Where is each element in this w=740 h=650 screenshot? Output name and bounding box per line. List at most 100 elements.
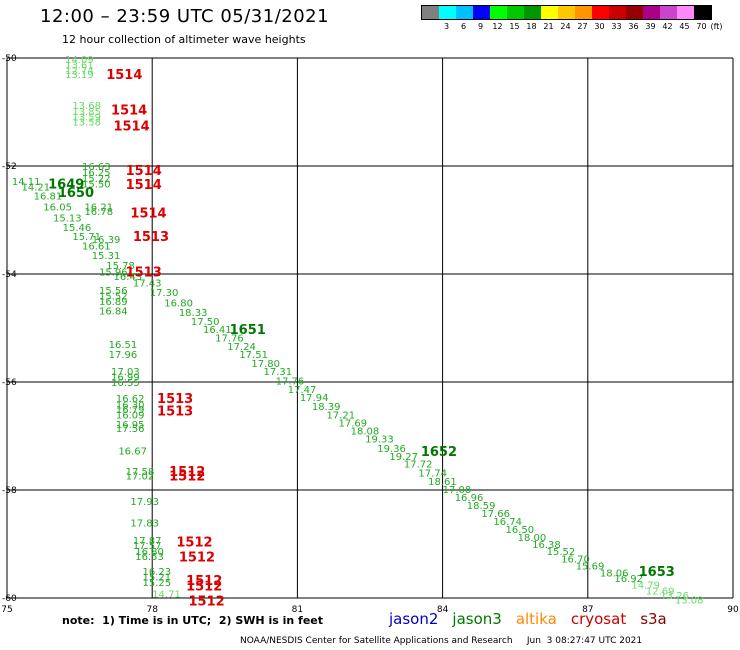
swh-value-label: 17.74 (418, 469, 447, 480)
swh-value-label: 19.27 (389, 452, 418, 463)
color-swatch (524, 6, 541, 19)
color-scale-tick: 36 (628, 22, 639, 31)
swh-value-label: 17.76 (215, 334, 244, 345)
swh-value-label: 17.03 (111, 367, 140, 378)
satellite-name: s3a (640, 610, 667, 628)
color-scale-tick: 18 (526, 22, 537, 31)
map-grid: 75 78 81 84 87 90 -50 -52 -54 -56 -58 -60 (1, 54, 739, 615)
swh-value-label: 13.26 (660, 591, 689, 602)
swh-value-label: 16.62 (116, 394, 145, 405)
swh-value-label: 17.83 (130, 518, 159, 529)
pass-time-label: 1649 (48, 177, 84, 192)
pass-time-label: 1652 (421, 445, 457, 460)
swh-value-label: 18.06 (600, 569, 629, 580)
pass-time-label: 1512 (179, 550, 215, 565)
swh-value-label: 17.87 (133, 536, 162, 547)
swh-value-label: 16.25 (82, 168, 111, 179)
swh-value-label: 15.31 (92, 251, 121, 262)
swh-value-label: 16.80 (135, 547, 164, 558)
swh-value-label: 16.74 (493, 517, 522, 528)
lon-tick-label: 90 (727, 605, 739, 615)
swh-value-label: 13.85 (72, 107, 101, 118)
color-scale-tick: 39 (645, 22, 656, 31)
swh-value-label: 12.74 (65, 66, 94, 77)
pass-time-label: 1512 (176, 535, 212, 550)
swh-value-label: 16.43 (113, 272, 142, 283)
swh-value-label: 15.22 (82, 174, 111, 185)
pass-time-label: 1512 (186, 574, 222, 589)
color-swatch (541, 6, 558, 19)
satellite-name: cryosat (570, 610, 627, 628)
swh-value-label: 16.96 (455, 493, 484, 504)
swh-value-label: 15.78 (106, 261, 135, 272)
color-scale-legend: 3 6 9 12 15 18 21 24 27 30 33 36 39 42 45 70 (ft) (421, 5, 723, 32)
swh-value-label: 18.39 (312, 402, 341, 413)
color-swatch (626, 6, 643, 19)
swh-value-label: 16.84 (99, 307, 128, 318)
swh-value-label: 16.92 (614, 574, 643, 585)
swh-value-label: 14.79 (631, 581, 660, 592)
swh-value-label: 17.21 (326, 410, 355, 421)
chart-title: 12:00 – 23:59 UTC 05/31/2021 (40, 6, 330, 27)
swh-value-label: 15.96 (99, 267, 128, 278)
swh-value-label: 17.02 (126, 471, 155, 482)
swh-value-label: 18.59 (467, 501, 496, 512)
color-swatch (439, 6, 456, 19)
swh-value-label: 16.70 (561, 555, 590, 566)
pass-time-label: 1512 (189, 595, 225, 610)
swh-value-label: 16.30 (116, 401, 145, 412)
swh-value-label: 16.55 (111, 378, 140, 389)
pass-time-label: 1514 (130, 206, 166, 221)
color-swatch (677, 6, 694, 19)
swh-value-label: 18.00 (518, 533, 547, 544)
swh-value-label: 17.51 (239, 350, 268, 361)
swh-value-label: 15.13 (53, 213, 82, 224)
swh-value-label: 17.58 (126, 467, 155, 478)
color-swatch (490, 6, 507, 19)
swh-value-label: 16.05 (43, 203, 72, 214)
swh-value-label: 13.61 (65, 60, 94, 71)
swh-value-label: 17.30 (150, 288, 179, 299)
swh-value-label: 16.67 (118, 447, 147, 458)
swh-value-label: 14.09 (65, 55, 94, 66)
swh-value-label: 13.58 (72, 118, 101, 129)
color-swatch (473, 6, 490, 19)
swh-value-label: 16.23 (143, 567, 172, 578)
color-scale-tick: 15 (509, 22, 520, 31)
color-swatch (609, 6, 626, 19)
swh-value-label: 15.56 (99, 286, 128, 297)
swh-value-label: 16.39 (92, 235, 121, 246)
swh-value-label: 17.94 (300, 393, 329, 404)
swh-value-label: 18.33 (179, 308, 208, 319)
swh-value-label: 16.53 (135, 552, 164, 563)
swh-value-label: 17.93 (130, 497, 159, 508)
lon-tick-label: 81 (292, 605, 303, 615)
swh-value-label: 16.79 (116, 405, 145, 416)
swh-value-label: 19.33 (365, 435, 394, 446)
swh-value-label: 18.08 (351, 427, 380, 438)
swh-value-label: 17.66 (481, 509, 510, 520)
pass-time-label: 1650 (58, 186, 94, 201)
color-scale-tick: 24 (560, 22, 571, 31)
pass-time-label: 1514 (126, 178, 162, 193)
color-swatch (575, 6, 592, 19)
lat-tick-label: -52 (2, 162, 17, 172)
satellite-name: jason2 (389, 610, 439, 628)
color-scale-tick: 42 (662, 22, 673, 31)
swh-value-label: 13.19 (65, 70, 94, 81)
swh-value-label: 16.41 (203, 325, 232, 336)
color-scale-tick: 9 (477, 22, 484, 31)
swh-value-label: 14.11 (12, 177, 41, 188)
pass-time-label: 1513 (157, 405, 193, 420)
color-scale-tick: 45 (679, 22, 690, 31)
satellite-legend: jason2 jason3 altika cryosat s3a (389, 610, 681, 628)
color-swatch (694, 6, 711, 19)
pass-time-label: 1513 (157, 392, 193, 407)
swh-value-label: 17.80 (251, 359, 280, 370)
pass-time-label: 1513 (126, 265, 162, 280)
pass-time-label: 1514 (106, 68, 142, 83)
swh-value-label: 15.52 (99, 292, 128, 303)
color-scale-tick: 30 (594, 22, 605, 31)
